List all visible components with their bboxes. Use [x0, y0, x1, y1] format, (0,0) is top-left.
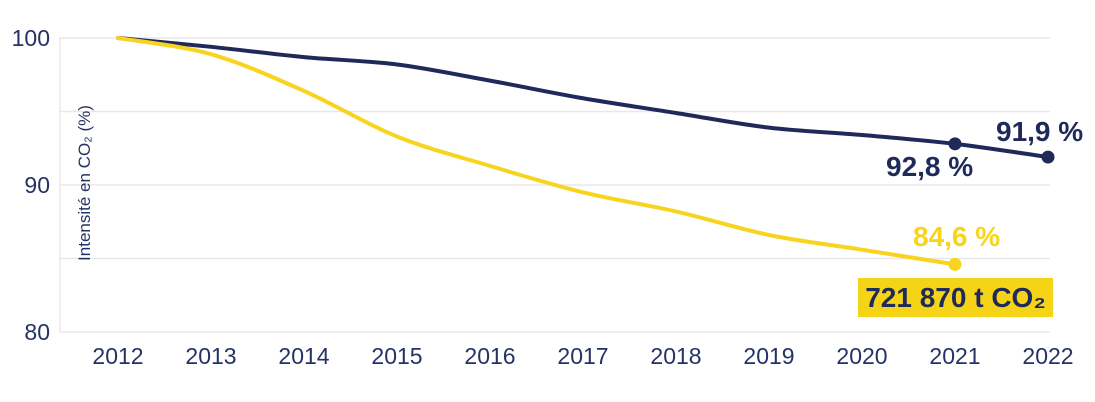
y-axis-title: Intensité en CO₂ (%): [75, 105, 94, 261]
y-tick-90: 90: [24, 172, 50, 198]
x-tick-2021: 2021: [929, 343, 981, 369]
dark-blue-series-point-2021: [948, 137, 962, 151]
label-dark-2021: 92,8 %: [886, 151, 974, 182]
x-tick-2022: 2022: [1022, 343, 1074, 369]
dark-blue-series-point-2022: [1041, 150, 1055, 164]
y-tick-80: 80: [24, 319, 50, 345]
co2-total-badge: 721 870 t CO₂: [858, 278, 1053, 317]
x-tick-2019: 2019: [743, 343, 795, 369]
label-yellow-2021: 84,6 %: [913, 221, 1001, 252]
x-tick-2017: 2017: [557, 343, 609, 369]
y-tick-100: 100: [11, 25, 50, 51]
x-tick-2015: 2015: [371, 343, 423, 369]
x-tick-2020: 2020: [836, 343, 888, 369]
label-dark-2022: 91,9 %: [996, 116, 1084, 147]
yellow-series-line: [116, 36, 957, 267]
x-tick-2018: 2018: [650, 343, 702, 369]
x-tick-2013: 2013: [185, 343, 237, 369]
yellow-series-point-2021: [948, 257, 962, 271]
x-tick-2014: 2014: [278, 343, 330, 369]
x-tick-2016: 2016: [464, 343, 516, 369]
dark-blue-series-line: [116, 36, 1050, 160]
x-tick-2012: 2012: [92, 343, 144, 369]
